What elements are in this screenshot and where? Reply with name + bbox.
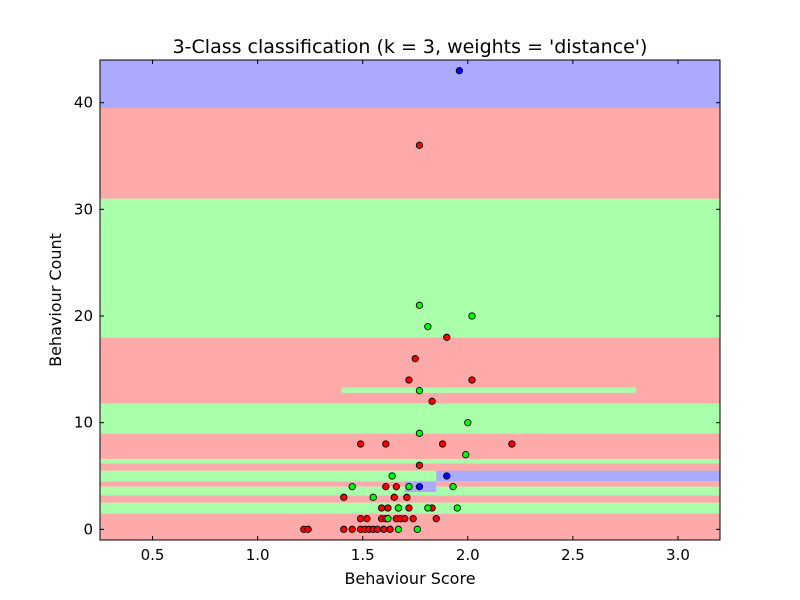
point-red xyxy=(356,440,365,448)
region-red xyxy=(100,463,720,471)
point-green xyxy=(453,504,461,512)
point-red xyxy=(428,397,436,405)
point-red xyxy=(405,504,413,512)
point-green xyxy=(394,504,403,512)
decision-regions xyxy=(100,60,720,540)
y-axis-label: Behaviour Count xyxy=(46,233,65,367)
point-green xyxy=(424,504,432,512)
x-tick-label: 0.5 xyxy=(141,546,165,564)
x-tick-label: 2.5 xyxy=(561,546,585,564)
point-red xyxy=(415,461,424,469)
region-red xyxy=(100,433,720,459)
point-green xyxy=(348,483,356,491)
point-blue xyxy=(443,472,451,480)
point-green xyxy=(413,525,422,533)
point-red xyxy=(377,504,386,512)
region-green xyxy=(100,403,720,434)
point-red xyxy=(405,376,413,384)
scatter-points xyxy=(300,67,516,533)
point-green xyxy=(468,312,476,320)
point-red xyxy=(304,525,312,533)
point-red xyxy=(380,525,388,533)
region-green xyxy=(100,470,720,482)
point-green xyxy=(424,323,432,331)
point-red xyxy=(340,525,348,533)
point-green xyxy=(464,419,472,427)
region-green xyxy=(100,198,720,338)
point-red xyxy=(438,440,447,448)
region-green xyxy=(100,458,720,464)
point-blue xyxy=(415,483,424,491)
region-green xyxy=(341,387,636,393)
point-red xyxy=(384,504,392,512)
y-tick-label: 30 xyxy=(74,200,93,218)
point-red xyxy=(468,376,476,384)
point-red xyxy=(348,525,356,533)
point-red xyxy=(373,525,382,533)
region-blue xyxy=(436,470,720,482)
point-red xyxy=(392,483,400,491)
point-green xyxy=(384,515,392,523)
point-red xyxy=(382,440,390,448)
x-tick-label: 1.0 xyxy=(246,546,270,564)
x-tick-label: 1.5 xyxy=(351,546,375,564)
axis-ticks: 0.5 1.0 1.5 2.0 2.5 3.0 0 10 20 30 40 xyxy=(74,60,720,564)
point-green xyxy=(415,429,424,437)
x-tick-label: 2.0 xyxy=(456,546,480,564)
point-green xyxy=(388,472,396,480)
point-red xyxy=(403,493,411,501)
x-axis-label: Behaviour Score xyxy=(344,569,475,588)
point-green xyxy=(415,301,424,309)
point-green xyxy=(462,451,470,459)
point-red xyxy=(363,515,371,523)
region-red xyxy=(100,337,720,404)
point-green xyxy=(405,483,413,491)
point-green xyxy=(415,387,424,395)
point-green xyxy=(369,493,377,501)
y-tick-label: 40 xyxy=(74,94,93,112)
y-tick-label: 0 xyxy=(83,520,93,538)
point-red xyxy=(340,493,348,501)
region-blue xyxy=(100,60,720,108)
point-red xyxy=(508,440,516,448)
plot-frame xyxy=(99,59,721,541)
region-red xyxy=(100,108,720,199)
point-red xyxy=(432,515,440,523)
point-red xyxy=(409,515,417,523)
point-red xyxy=(443,333,451,341)
point-red xyxy=(356,515,365,523)
point-red xyxy=(390,493,398,501)
chart-title: 3-Class classification (k = 3, weights =… xyxy=(173,36,648,58)
y-tick-label: 10 xyxy=(74,414,93,432)
point-red xyxy=(382,483,390,491)
point-green xyxy=(449,483,457,491)
x-tick-label: 3.0 xyxy=(666,546,690,564)
point-blue xyxy=(455,67,464,75)
point-green xyxy=(394,525,403,533)
point-red xyxy=(415,141,424,149)
y-tick-label: 20 xyxy=(74,307,93,325)
point-red xyxy=(386,525,394,533)
point-red xyxy=(411,355,419,363)
point-red xyxy=(401,515,409,523)
